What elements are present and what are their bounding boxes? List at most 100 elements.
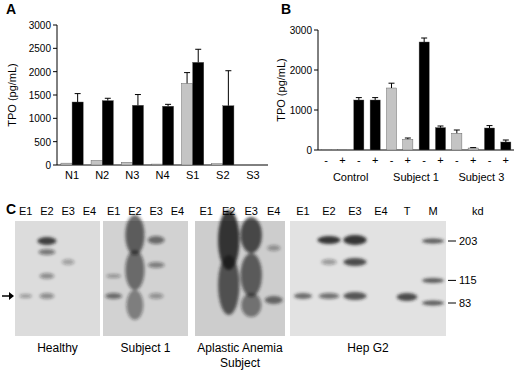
error-cap	[487, 125, 493, 126]
error-cap	[105, 98, 111, 99]
y-tick-label: 3000	[290, 25, 313, 36]
blot-band	[218, 255, 239, 315]
y-tick	[53, 95, 57, 96]
bar	[468, 148, 478, 150]
lane-label: E2	[222, 205, 235, 217]
marker-label: 203	[459, 235, 477, 247]
bar	[253, 165, 264, 166]
error-cap	[372, 97, 378, 98]
error-bar	[77, 94, 78, 102]
y-tick-label: 1500	[29, 90, 52, 101]
panel-label: A	[6, 1, 16, 17]
error-bar	[187, 73, 188, 84]
x-tick-label: N4	[155, 169, 169, 181]
error-cap	[165, 104, 171, 105]
bar	[435, 128, 445, 150]
x-tick-label: -	[455, 154, 459, 166]
blot-band	[106, 274, 121, 278]
blot-bands	[294, 235, 418, 301]
x-tick-label: S2	[216, 169, 229, 181]
bar	[163, 106, 174, 165]
y-tick-label: 2500	[29, 43, 52, 54]
blot-bands	[218, 210, 283, 317]
marker-tick	[448, 280, 456, 281]
x-tick-label: +	[372, 154, 378, 166]
marker-bands	[422, 239, 444, 306]
y-tick	[314, 30, 318, 31]
plot-area	[61, 49, 234, 165]
blot-band	[321, 259, 337, 265]
y-axis	[318, 30, 319, 150]
bar	[370, 100, 380, 150]
lane-label: E4	[267, 205, 280, 217]
blot-band	[397, 293, 418, 301]
marker-band	[422, 278, 444, 283]
error-cap	[75, 93, 81, 94]
x-tick-label: -	[488, 154, 492, 166]
x-tick-label: N2	[95, 169, 109, 181]
unit-label: kd	[472, 205, 484, 217]
error-bar	[228, 71, 229, 106]
y-tick-label: 3000	[29, 20, 52, 31]
group-label: Subject 1	[393, 171, 439, 183]
error-cap	[470, 147, 476, 148]
blot-band	[343, 235, 366, 245]
lane-label: E4	[83, 205, 96, 217]
error-cap	[195, 49, 201, 50]
bar	[403, 139, 413, 150]
blot-background	[15, 221, 100, 336]
error-cap	[389, 83, 395, 84]
y-tick	[53, 141, 57, 142]
lane-label: E3	[348, 205, 361, 217]
x-tick-label: +	[437, 154, 443, 166]
error-cap	[225, 70, 231, 71]
bar	[386, 88, 396, 150]
x-tick-label: S3	[246, 169, 259, 181]
error-cap	[454, 130, 460, 131]
lane-label: E1	[107, 205, 120, 217]
y-tick-label: 500	[34, 137, 51, 148]
bar	[61, 163, 72, 165]
x-tick-label: +	[339, 154, 345, 166]
bar	[212, 164, 223, 165]
x-tick-label: +	[405, 154, 411, 166]
plot-area	[321, 38, 511, 150]
lane-label: E1	[200, 205, 213, 217]
bar	[321, 149, 331, 150]
y-tick-label: 0	[306, 145, 312, 156]
blot-band	[39, 293, 54, 299]
y-tick	[314, 150, 318, 151]
lane-label: E4	[171, 205, 184, 217]
blot-background	[103, 221, 188, 336]
bar	[354, 100, 364, 150]
blot-band	[125, 215, 144, 255]
marker-tick	[448, 241, 456, 242]
group-label: Aplastic AnemiaSubject	[197, 341, 283, 370]
blot-band	[38, 249, 55, 255]
bar	[419, 42, 429, 150]
bar	[452, 133, 462, 150]
bar	[181, 83, 192, 165]
x-tick-label: N3	[125, 169, 139, 181]
x-tick-label: S1	[186, 169, 199, 181]
x-tick-label: -	[357, 154, 361, 166]
marker-label: 83	[459, 297, 471, 309]
error-bar	[137, 95, 138, 106]
bar	[337, 149, 347, 150]
y-tick	[53, 25, 57, 26]
bar	[501, 142, 511, 150]
y-axis-label: TPO (pg/mL)	[6, 63, 18, 127]
lane-label: E4	[374, 205, 387, 217]
bar	[102, 101, 113, 165]
group-label: Subject 1	[120, 341, 170, 355]
blot-band	[19, 294, 32, 298]
y-tick-label: 2000	[29, 67, 52, 78]
blot-band	[62, 259, 75, 265]
panel-label: B	[281, 1, 291, 17]
blot-band	[241, 253, 262, 297]
blot-band	[294, 293, 312, 299]
y-tick-label: 1000	[290, 105, 313, 116]
y-tick	[53, 71, 57, 72]
lane-label: E3	[149, 205, 162, 217]
bar	[223, 106, 234, 165]
